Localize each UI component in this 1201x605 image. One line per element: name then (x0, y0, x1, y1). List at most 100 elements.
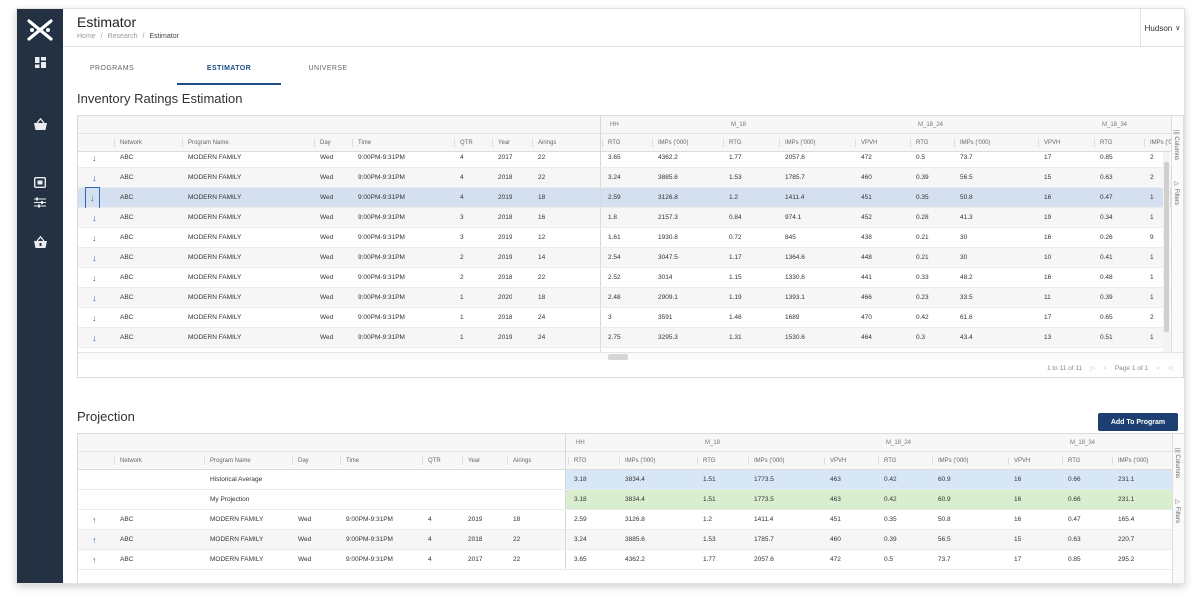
column-separator[interactable] (1112, 457, 1113, 465)
arrow-down-icon[interactable]: ↓ (92, 273, 97, 283)
column-header[interactable]: RTG (574, 458, 587, 464)
column-separator[interactable] (723, 139, 724, 147)
column-separator[interactable] (779, 139, 780, 147)
table-row[interactable]: My Projection 3.18 3834.4 1.51 1773.5 463 0.42… (78, 490, 1184, 510)
table-row[interactable]: ↑ ABC MODERN FAMILY Wed 9:00PM-9:31PM 4 2018 22… (78, 530, 1184, 550)
arrow-down-icon[interactable]: ↓ (92, 293, 97, 303)
arrow-down-icon[interactable]: ↓ (92, 173, 97, 183)
sliders-icon[interactable] (17, 191, 63, 213)
column-header[interactable]: RTG (916, 140, 929, 146)
column-header[interactable]: RTG (729, 140, 742, 146)
column-separator[interactable] (652, 139, 653, 147)
column-separator[interactable] (1038, 139, 1039, 147)
column-separator[interactable] (568, 457, 569, 465)
column-header[interactable]: Program Name (210, 458, 251, 464)
scrollbar-thumb[interactable] (1164, 162, 1169, 332)
table-row[interactable]: ↓ ABC MODERN FAMILY Wed 9:00PM-9:31PM 3 2019 12… (78, 228, 1183, 248)
basket-icon[interactable] (17, 113, 63, 135)
next-page-button[interactable]: > (1155, 365, 1160, 372)
column-separator[interactable] (932, 457, 933, 465)
column-header[interactable]: VPVH (1014, 458, 1031, 464)
column-header[interactable]: Year (468, 458, 481, 464)
column-header[interactable]: Program Name (188, 140, 229, 146)
column-separator[interactable] (454, 139, 455, 147)
column-separator[interactable] (114, 139, 115, 147)
column-separator[interactable] (1062, 457, 1063, 465)
column-separator[interactable] (292, 457, 293, 465)
table-row[interactable]: ↑ ABC MODERN FAMILY Wed 9:00PM-9:31PM 4 2019 18… (78, 510, 1184, 530)
arrow-up-icon[interactable]: ↑ (92, 515, 97, 525)
column-separator[interactable] (507, 457, 508, 465)
table-row[interactable]: ↓ ABC MODERN FAMILY Wed 9:00PM-9:31PM 4 2019 18… (78, 187, 1183, 209)
breadcrumb-home[interactable]: Home (77, 33, 96, 40)
column-separator[interactable] (340, 457, 341, 465)
column-separator[interactable] (462, 457, 463, 465)
tab-universe[interactable]: UNIVERSE (308, 65, 348, 72)
table-row[interactable]: ↓ ABC MODERN FAMILY Wed 9:00PM-9:31PM 2 2019 14… (78, 248, 1183, 268)
column-header[interactable]: Time (358, 140, 372, 146)
column-header[interactable]: IMPs ('000) (658, 140, 689, 146)
column-separator[interactable] (182, 139, 183, 147)
column-header[interactable]: Day (320, 140, 331, 146)
tab-programs[interactable]: PROGRAMS (89, 65, 135, 72)
table-row[interactable]: ↓ ABC MODERN FAMILY Wed 9:00PM-9:31PM 3 2018 16… (78, 208, 1183, 228)
column-header[interactable]: Year (498, 140, 511, 146)
column-header[interactable]: VPVH (830, 458, 847, 464)
table-row[interactable]: Historical Average 3.18 3834.4 1.51 1773.5 46… (78, 470, 1184, 490)
columns-tool[interactable]: ||| Columns (1174, 448, 1180, 478)
arrow-up-icon[interactable]: ↑ (92, 555, 97, 565)
column-separator[interactable] (314, 139, 315, 147)
column-separator[interactable] (492, 139, 493, 147)
column-header[interactable]: Day (298, 458, 309, 464)
table-row[interactable]: ↓ ABC MODERN FAMILY Wed 9:00PM-9:31PM 1 2019 24… (78, 328, 1183, 348)
prev-page-button[interactable]: < (1103, 365, 1108, 372)
column-header[interactable]: IMPs ('000) (785, 140, 816, 146)
arrow-up-icon[interactable]: ↑ (92, 535, 97, 545)
column-header[interactable]: RTG (1100, 140, 1113, 146)
app-logo-icon[interactable] (26, 16, 54, 44)
breadcrumb-research[interactable]: Research (107, 33, 138, 40)
filters-tool[interactable]: ▷ Filters (1173, 180, 1180, 205)
arrow-down-icon[interactable]: ↓ (92, 153, 97, 163)
column-header[interactable]: Network (120, 140, 143, 146)
column-separator[interactable] (422, 457, 423, 465)
table-row[interactable]: ↑ ABC MODERN FAMILY Wed 9:00PM-9:31PM 4 2017 22… (78, 550, 1184, 570)
column-separator[interactable] (352, 139, 353, 147)
column-header[interactable]: VPVH (1044, 140, 1061, 146)
column-separator[interactable] (697, 457, 698, 465)
column-header[interactable]: RTG (1068, 458, 1081, 464)
cart-icon[interactable] (17, 231, 63, 253)
column-header[interactable]: IMPs ('000) (938, 458, 969, 464)
column-header[interactable]: IMPs ('000) (1150, 140, 1181, 146)
add-to-program-button[interactable]: Add To Program (1098, 413, 1178, 431)
table-row[interactable]: ↓ ABC MODERN FAMILY Wed 9:00PM-9:31PM 2 2018 22… (78, 268, 1183, 288)
column-header[interactable]: IMPs ('000) (754, 458, 785, 464)
column-header[interactable]: RTG (703, 458, 716, 464)
last-page-button[interactable]: >| (1167, 365, 1173, 372)
column-separator[interactable] (204, 457, 205, 465)
columns-tool[interactable]: ||| Columns (1173, 130, 1179, 160)
monitor-icon[interactable] (17, 171, 63, 193)
arrow-down-icon[interactable]: ↓ (92, 313, 97, 323)
column-separator[interactable] (855, 139, 856, 147)
column-separator[interactable] (1144, 139, 1145, 147)
column-separator[interactable] (824, 457, 825, 465)
column-header[interactable]: IMPs ('000) (625, 458, 656, 464)
column-separator[interactable] (1008, 457, 1009, 465)
column-separator[interactable] (910, 139, 911, 147)
column-separator[interactable] (114, 457, 115, 465)
user-menu[interactable]: Hudson ∨ (1140, 9, 1184, 47)
column-separator[interactable] (748, 457, 749, 465)
column-header[interactable]: IMPs ('000) (1118, 458, 1149, 464)
table-row[interactable]: ↓ ABC MODERN FAMILY Wed 9:00PM-9:31PM 1 2018 24… (78, 308, 1183, 328)
column-header[interactable]: Airings (538, 140, 557, 146)
arrow-down-icon[interactable]: ↓ (92, 213, 97, 223)
column-header[interactable]: RTG (608, 140, 621, 146)
column-separator[interactable] (602, 139, 603, 147)
arrow-down-icon[interactable]: ↓ (92, 233, 97, 243)
column-header[interactable]: Time (346, 458, 360, 464)
tab-estimator[interactable]: ESTIMATOR (177, 61, 281, 85)
first-page-button[interactable]: |< (1089, 365, 1096, 372)
column-header[interactable]: Network (120, 458, 143, 464)
filters-tool[interactable]: ▷ Filters (1174, 498, 1181, 523)
